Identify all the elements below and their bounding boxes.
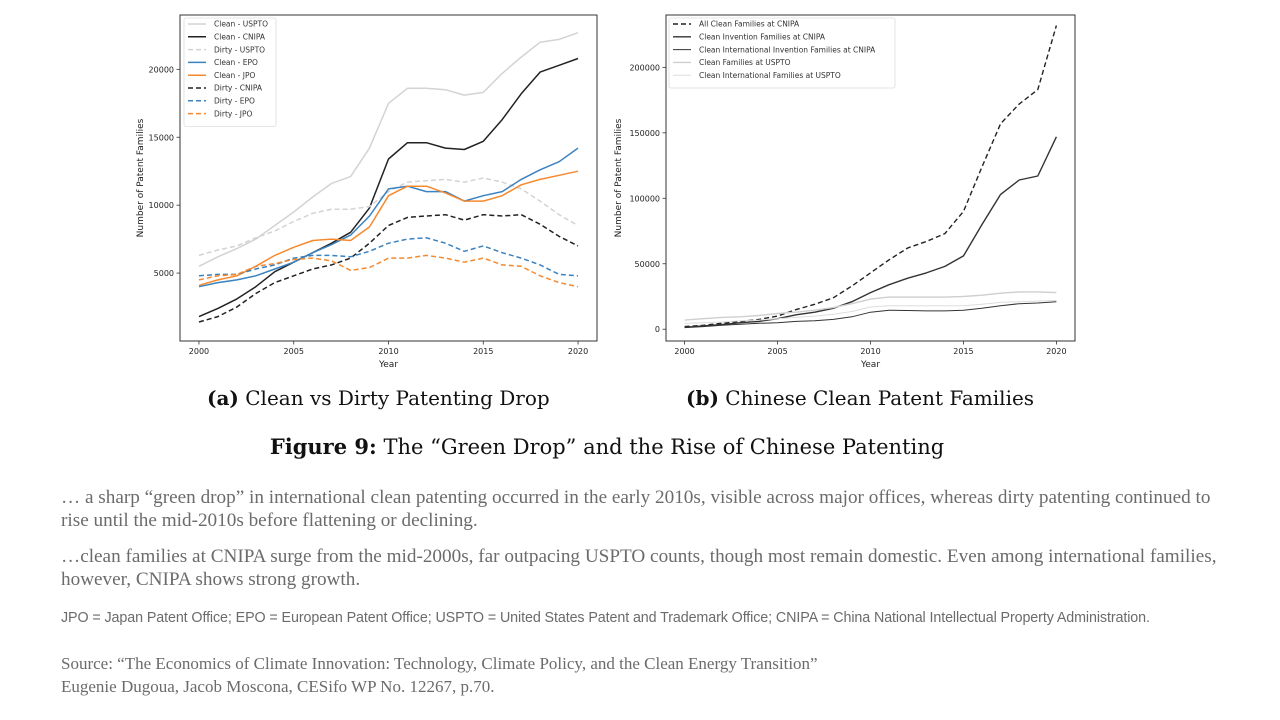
y-tick-label: 50000 — [635, 260, 660, 269]
series-line-clean-international-invention-families-at-cnipa — [684, 301, 1057, 329]
x-tick-label: 2000 — [189, 347, 209, 356]
legend-entry: Dirty - USPTO — [214, 45, 265, 54]
y-tick-label: 15000 — [149, 133, 174, 142]
legend-box — [183, 17, 277, 127]
figure-label: Figure 9: — [269, 434, 377, 459]
y-tick-label: 5000 — [154, 269, 174, 278]
x-axis-label: Year — [860, 360, 880, 370]
legend: Clean - USPTO Clean - CNIPA Dirty - USPTO C… — [183, 17, 277, 127]
plot-area — [198, 31, 579, 323]
subcaption-a-text: Clean vs Dirty Patenting Drop — [245, 386, 550, 410]
x-tick-label: 2015 — [473, 347, 493, 356]
series-line-clean-uspto — [198, 31, 579, 267]
series-line-dirty-cnipa — [198, 213, 579, 323]
series-line-dirty-jpo — [198, 254, 579, 288]
y-tick-label: 20000 — [149, 65, 174, 74]
series-line-clean-families-at-uspto — [684, 291, 1057, 321]
abbreviations-note: JPO = Japan Patent Office; EPO = Europea… — [61, 610, 1150, 626]
x-tick-label: 2005 — [767, 347, 787, 356]
legend: All Clean Families at CNIPA Clean Inventi… — [668, 17, 896, 89]
x-tick-label: 2000 — [674, 347, 694, 356]
y-tick-label: 150000 — [629, 129, 660, 138]
legend-entry: Dirty - JPO — [214, 109, 253, 118]
subcaption-b-text: Chinese Clean Patent Families — [725, 386, 1035, 410]
x-tick-label: 2020 — [568, 347, 588, 356]
subcaption-b: (b) Chinese Clean Patent Families — [686, 386, 1034, 410]
figure-title: The “Green Drop” and the Rise of Chinese… — [383, 435, 945, 459]
legend-entry: Clean - JPO — [214, 71, 255, 80]
chart-b-chinese-clean-families: 2000 2005 2010 2015 2020 0 50000 100000 150000 20… — [614, 14, 1076, 370]
legend-entry: Dirty - CNIPA — [214, 84, 263, 93]
series-line-clean-invention-families-at-cnipa — [684, 136, 1058, 328]
legend-entry: Clean - CNIPA — [214, 33, 266, 42]
figure-caption: Figure 9: The “Green Drop” and the Rise … — [0, 434, 1214, 459]
note-paragraph-2: …clean families at CNIPA surge from the … — [61, 546, 1217, 590]
note-paragraph-1: … a sharp “green drop” in international … — [61, 487, 1211, 531]
x-tick-label: 2005 — [284, 347, 304, 356]
legend-entry: Clean - USPTO — [214, 20, 268, 29]
source-line-2: Eugenie Dugoua, Jacob Moscona, CESifo WP… — [61, 677, 495, 696]
legend-entry: Clean Families at USPTO — [699, 58, 791, 67]
series-line-clean-jpo — [198, 170, 579, 287]
source-line-1: Source: “The Economics of Climate Innova… — [61, 654, 818, 673]
series-line-clean-international-families-at-uspto — [684, 299, 1057, 324]
y-tick-label: 0 — [655, 325, 660, 334]
y-tick-label: 100000 — [629, 194, 660, 203]
subcaption-b-label: (b) — [686, 386, 719, 410]
y-tick-label: 10000 — [149, 201, 174, 210]
legend-entry: All Clean Families at CNIPA — [699, 20, 800, 29]
series-line-clean-cnipa — [198, 57, 579, 318]
subcaption-a: (a) Clean vs Dirty Patenting Drop — [207, 386, 550, 410]
series-line-dirty-epo — [198, 237, 579, 277]
chart-a-clean-vs-dirty: 2000 2005 2010 2015 2020 5000 10000 15000 20000 Y… — [136, 14, 598, 370]
legend-entry: Clean International Families at USPTO — [699, 71, 841, 80]
subcaption-a-label: (a) — [207, 386, 239, 410]
x-tick-label: 2015 — [953, 347, 973, 356]
legend-entry: Clean - EPO — [214, 58, 258, 67]
x-axis-label: Year — [378, 360, 398, 370]
y-tick-label: 200000 — [629, 63, 660, 72]
x-tick-label: 2010 — [378, 347, 398, 356]
x-tick-label: 2010 — [860, 347, 880, 356]
x-tick-label: 2020 — [1046, 347, 1066, 356]
legend-box — [668, 17, 896, 89]
legend-entry: Dirty - EPO — [214, 97, 255, 106]
plot-area — [684, 25, 1058, 329]
legend-entry: Clean International Invention Families a… — [699, 45, 876, 54]
legend-entry: Clean Invention Families at CNIPA — [699, 33, 826, 42]
y-axis-label: Number of Patent Families — [614, 118, 624, 237]
series-line-dirty-uspto — [198, 177, 579, 257]
y-axis-label: Number of Patent Families — [136, 118, 146, 237]
series-line-clean-epo — [198, 147, 579, 288]
